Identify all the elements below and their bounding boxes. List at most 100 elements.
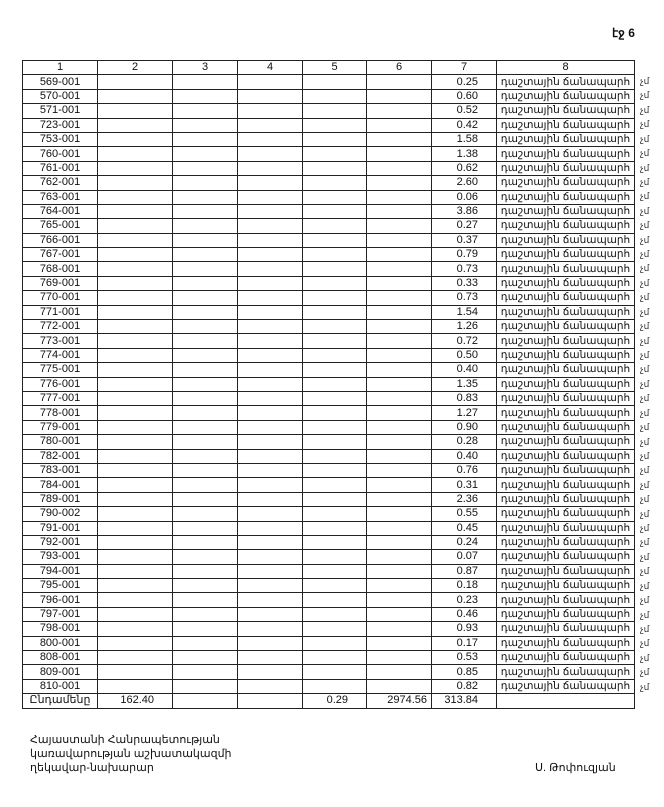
parcel-id: 768-001 <box>22 261 98 277</box>
margin-mark: չմ <box>640 393 650 404</box>
total-col5: 0.29 <box>302 693 367 709</box>
table-row: 800-001 0.17 դաշտային ճանապարհ <box>22 635 635 652</box>
table-row: 810-001 0.82 դաշտային ճանապարհ <box>22 678 635 695</box>
table-row: 763-001 0.06 դաշտային ճանապարհ <box>22 189 635 205</box>
total-label: Ընդամենը <box>22 693 98 709</box>
margin-mark: չմ <box>640 508 650 519</box>
land-type: դաշտային ճանապարհ <box>496 88 635 105</box>
cell <box>366 319 432 335</box>
cell <box>366 650 432 666</box>
cell <box>172 506 238 522</box>
area-value: 1.35 <box>431 376 497 392</box>
area-value: 0.53 <box>431 650 497 666</box>
cell <box>302 664 367 680</box>
cell <box>97 131 173 148</box>
cell <box>237 390 303 407</box>
cell <box>302 203 367 220</box>
page-number: էջ 6 <box>612 26 635 40</box>
area-value: 0.83 <box>431 390 497 407</box>
table-row: 570-001 0.60 դաշտային ճանապարհ <box>22 88 635 105</box>
cell <box>366 247 432 263</box>
col-header: 8 <box>496 59 635 76</box>
cell <box>172 203 238 220</box>
land-type: դաշտային ճանապարհ <box>496 261 635 277</box>
table-row: 571-001 0.52 դաշտային ճանապարհ <box>22 103 635 119</box>
margin-mark: չմ <box>640 349 650 360</box>
cell <box>237 578 303 594</box>
table-row: 771-001 1.54 դաշտային ճանապարհ <box>22 304 635 321</box>
parcel-id: 773-001 <box>22 333 98 349</box>
table-row: 775-001 0.40 դաշտային ճանապարհ <box>22 362 635 378</box>
cell <box>302 491 367 508</box>
col-header: 7 <box>431 59 497 76</box>
total-row: Ընդամենը 162.40 0.29 2974.56 313.84 <box>22 693 635 709</box>
col-header: 2 <box>97 59 173 76</box>
cell <box>237 88 303 105</box>
area-value: 0.27 <box>431 218 497 234</box>
cell <box>172 592 238 608</box>
margin-mark: չմ <box>640 234 650 245</box>
col-header: 5 <box>302 59 367 76</box>
parcel-id: 783-001 <box>22 462 98 479</box>
cell <box>97 261 173 277</box>
cell <box>172 606 238 623</box>
table-row: 789-001 2.36 դաշտային ճանապարհ <box>22 491 635 508</box>
cell <box>237 218 303 234</box>
land-type: դաշտային ճանապարհ <box>496 304 635 321</box>
land-type: դաշտային ճանապարհ <box>496 218 635 234</box>
margin-mark: չմ <box>640 494 650 505</box>
land-type: դաշտային ճանապարհ <box>496 520 635 536</box>
cell <box>97 160 173 177</box>
cell <box>97 650 173 666</box>
parcel-id: 770-001 <box>22 290 98 306</box>
margin-mark: չմ <box>640 551 650 562</box>
table-row: 783-001 0.76 դաշտային ճանապարհ <box>22 462 635 479</box>
cell <box>97 103 173 119</box>
area-value: 0.33 <box>431 275 497 292</box>
cell <box>366 362 432 378</box>
table-row: 792-001 0.24 դաշտային ճանապարհ <box>22 534 635 551</box>
parcel-id: 769-001 <box>22 275 98 292</box>
parcel-id: 777-001 <box>22 390 98 407</box>
cell <box>172 491 238 508</box>
cell <box>366 131 432 148</box>
cell <box>237 304 303 321</box>
land-type: դաշտային ճանապարհ <box>496 362 635 378</box>
area-value: 0.87 <box>431 563 497 580</box>
cell <box>172 462 238 479</box>
table-row: 772-001 1.26 դաշտային ճանապարհ <box>22 319 635 335</box>
cell <box>172 678 238 695</box>
cell <box>237 563 303 580</box>
cell <box>172 549 238 565</box>
cell <box>366 491 432 508</box>
cell <box>237 160 303 177</box>
cell <box>302 506 367 522</box>
area-value: 0.40 <box>431 448 497 464</box>
cell <box>237 319 303 335</box>
land-type: դաշտային ճանապարհ <box>496 434 635 450</box>
area-value: 1.38 <box>431 146 497 162</box>
cell <box>172 621 238 637</box>
cell <box>237 405 303 421</box>
parcel-id: 791-001 <box>22 520 98 536</box>
cell <box>302 635 367 652</box>
total-col7: 313.84 <box>431 693 497 709</box>
cell <box>302 549 367 565</box>
area-value: 0.73 <box>431 261 497 277</box>
margin-mark: չմ <box>640 292 650 303</box>
cell <box>366 534 432 551</box>
cell <box>172 319 238 335</box>
cell <box>366 462 432 479</box>
total-col6: 2974.56 <box>366 693 432 709</box>
cell <box>172 232 238 249</box>
parcel-id: 793-001 <box>22 549 98 565</box>
cell <box>237 347 303 364</box>
land-type: դաշտային ճանապարհ <box>496 247 635 263</box>
cell <box>237 275 303 292</box>
margin-mark: չմ <box>640 450 650 461</box>
table-row: 723-001 0.42 դաշտային ճանապարհ <box>22 117 635 133</box>
cell <box>366 376 432 392</box>
cell <box>97 319 173 335</box>
cell <box>237 203 303 220</box>
parcel-id: 800-001 <box>22 635 98 652</box>
